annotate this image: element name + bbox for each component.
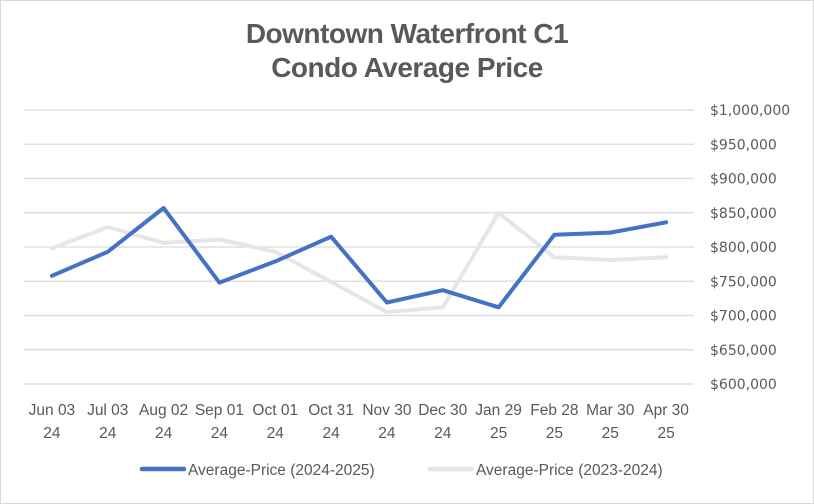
x-tick-label-year: 24 — [43, 425, 61, 442]
x-tick-label: Sep 01 — [195, 402, 244, 419]
x-axis-tick-labels: Jun 03 24 Jul 03 24 Aug 02 24 Sep 01 24 Oct 01 24… — [29, 402, 690, 442]
series-line-0 — [49, 206, 669, 310]
x-tick-label: Aug 02 — [139, 402, 188, 419]
x-tick-label-year: 25 — [657, 425, 674, 442]
x-tick-label-year: 24 — [99, 425, 117, 442]
y-tick-label: $600,000 — [710, 377, 777, 393]
y-tick-label: $700,000 — [710, 309, 777, 325]
x-tick-label: Nov 30 — [362, 402, 411, 419]
chart-title-line-2: Condo Average Price — [271, 52, 543, 83]
legend-label: Average-Price (2023-2024) — [476, 462, 663, 479]
x-tick-label-year: 24 — [378, 425, 396, 442]
legend-label: Average-Price (2024-2025) — [188, 462, 375, 479]
x-tick-label: Apr 30 — [643, 402, 689, 419]
x-tick-label-year: 25 — [546, 425, 563, 442]
y-axis-tick-labels: $600,000 $650,000 $700,000 $750,000 $800,000… — [710, 103, 790, 393]
series-line-1 — [49, 210, 669, 315]
x-tick-label: Oct 31 — [308, 402, 354, 419]
x-tick-label-year: 25 — [490, 425, 507, 442]
y-tick-label: $800,000 — [710, 240, 777, 256]
y-tick-label: $750,000 — [710, 274, 777, 290]
chart-title-line-1: Downtown Waterfront C1 — [245, 18, 569, 49]
gridlines — [24, 109, 694, 385]
x-tick-label: Feb 28 — [530, 402, 578, 419]
x-tick-label: Jan 29 — [475, 402, 522, 419]
x-tick-label-year: 24 — [211, 425, 229, 442]
legend: Average-Price (2024-2025) Average-Price (… — [139, 462, 663, 479]
x-tick-label: Jun 03 — [29, 402, 76, 419]
x-tick-label: Dec 30 — [418, 402, 467, 419]
x-tick-label: Mar 30 — [586, 402, 635, 419]
x-tick-label-year: 24 — [434, 425, 452, 442]
series-lines — [49, 206, 669, 315]
y-tick-label: $900,000 — [710, 172, 777, 188]
y-tick-label: $1,000,000 — [710, 103, 790, 119]
y-tick-label: $650,000 — [710, 343, 777, 359]
x-tick-label-year: 24 — [267, 425, 285, 442]
x-tick-label: Oct 01 — [252, 402, 298, 419]
x-tick-label-year: 24 — [322, 425, 340, 442]
y-tick-label: $950,000 — [710, 137, 777, 153]
x-tick-label: Jul 03 — [87, 402, 128, 419]
y-tick-label: $850,000 — [710, 206, 777, 222]
x-tick-label-year: 25 — [602, 425, 619, 442]
x-tick-label-year: 24 — [155, 425, 173, 442]
